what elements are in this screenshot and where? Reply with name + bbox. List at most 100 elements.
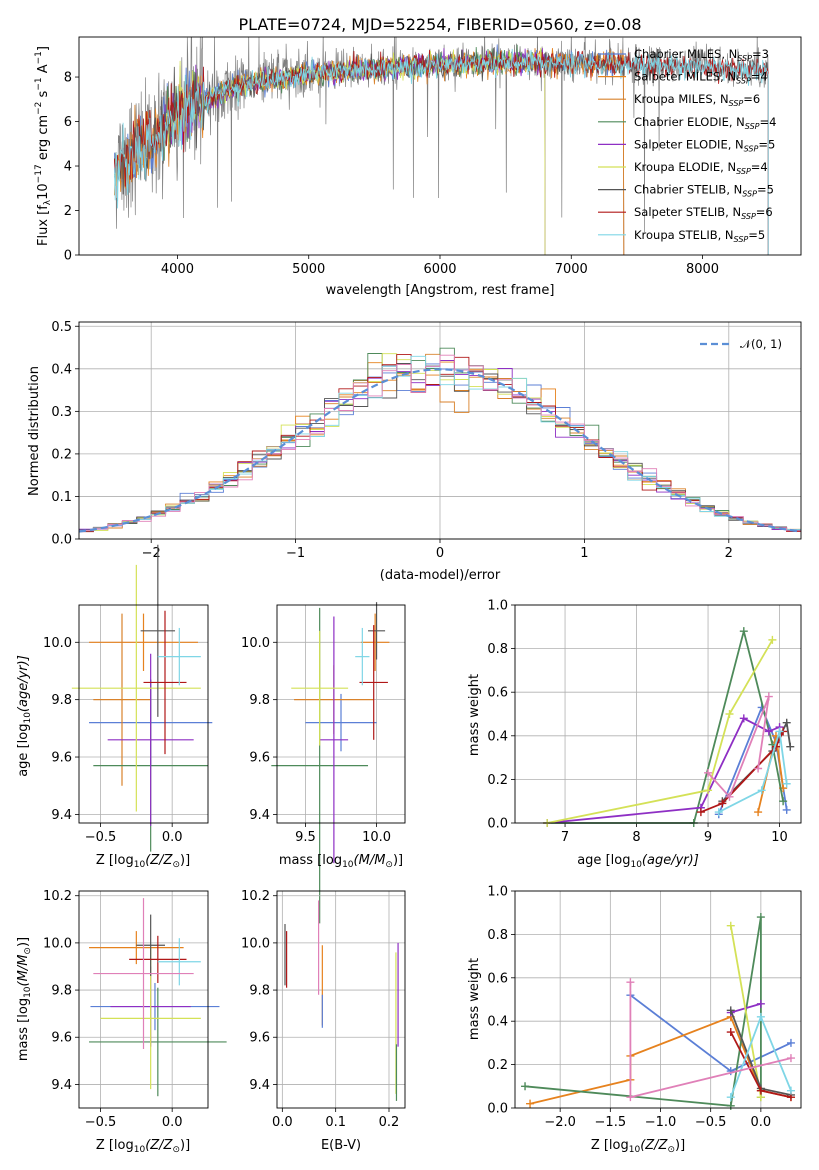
x-tick-label: 6000 [423, 262, 456, 277]
plus-marker [714, 808, 723, 817]
y-tick-label: 2 [64, 204, 72, 219]
plus-marker [704, 768, 713, 777]
plus-marker [756, 1086, 765, 1095]
axes-frame [514, 890, 802, 1109]
axes-frame [78, 604, 209, 824]
legend-entry: Salpeter MILES, NSSP=4 [634, 70, 768, 86]
errorbar-point [368, 602, 386, 660]
plus-marker [764, 727, 773, 736]
spectrum-ylabel: Flux [fλ10−17 erg cm−2 s−1 A−1] [34, 46, 53, 246]
y-tick-label: 9.8 [249, 693, 270, 708]
plus-marker [786, 1038, 795, 1047]
age-xlabel-row1: age [log10(age/yr)] [577, 853, 699, 870]
x-tick-label: −0.5 [85, 1115, 117, 1130]
plus-marker [726, 1028, 735, 1037]
y-tick-label: 0.0 [487, 1102, 508, 1117]
y-tick-label: 10.0 [241, 936, 270, 951]
y-tick-label: 9.8 [51, 984, 72, 999]
y-tick-label: 9.4 [51, 808, 72, 823]
x-tick-label: 0 [436, 546, 444, 561]
spectrum-lines [114, 37, 769, 255]
x-tick-label: 0.0 [751, 1115, 772, 1130]
x-tick-label: −0.5 [695, 1115, 727, 1130]
figure-title: PLATE=0724, MJD=52254, FIBERID=0560, z=0… [238, 15, 641, 34]
mass-vs-z-panel: −0.5 0.0 9.4 9.6 9.8 10.0 10.2 [43, 889, 227, 1130]
legend-entry: Chabrier STELIB, NSSP=5 [634, 183, 774, 199]
legend-entry: Kroupa MILES, NSSP=6 [634, 92, 760, 108]
mass-weight-series [700, 731, 784, 813]
x-tick-label: 0.2 [379, 1115, 400, 1130]
ebv-xlabel: E(B-V) [321, 1138, 361, 1153]
x-tick-label: 10.0 [362, 830, 391, 845]
y-tick-label: 9.4 [249, 808, 270, 823]
legend-entry: 𝒩(0, 1) [740, 337, 782, 351]
x-tick-label: −2.0 [544, 1115, 576, 1130]
y-tick-label: 1.0 [487, 599, 508, 614]
plus-marker [725, 710, 734, 718]
plus-marker [754, 808, 763, 817]
plus-marker [786, 1086, 795, 1095]
y-tick-label: 0.2 [487, 773, 508, 788]
histograms [79, 347, 801, 535]
massweight-ylabel-row1: mass weight [467, 674, 482, 756]
y-tick-label: 0.0 [487, 817, 508, 832]
errorbar-point [89, 987, 227, 1097]
y-tick-label: 6 [64, 115, 72, 130]
y-tick-label: 4 [64, 160, 72, 175]
mass-weight-series [729, 925, 762, 1098]
legend-entry: Chabrier ELODIE, NSSP=4 [634, 115, 776, 131]
y-tick-label: 9.6 [249, 751, 270, 766]
plus-marker [726, 1006, 735, 1015]
residual-xlabel: (data-model)/error [380, 568, 501, 583]
y-tick-label: 0.6 [487, 686, 508, 701]
plus-marker [726, 1093, 735, 1102]
x-tick-label: 5000 [292, 262, 325, 277]
x-tick-label: 0.1 [325, 1115, 346, 1130]
errorbar-point [93, 613, 151, 786]
x-tick-label: −1 [286, 546, 305, 561]
errorbar-point [355, 627, 370, 686]
plus-marker [726, 1101, 735, 1110]
x-tick-label: −2 [142, 546, 161, 561]
y-tick-label: 10.2 [43, 889, 72, 904]
plus-marker [718, 799, 727, 808]
x-tick-label: 4000 [161, 262, 194, 277]
plus-marker [696, 808, 705, 817]
spectrum-model-line [114, 48, 769, 255]
z-xlabel-row1: Z [log10(Z/Z⊙)] [96, 853, 190, 870]
mass-weight-series [707, 696, 770, 799]
errorbar-point [157, 627, 201, 686]
y-tick-label: 0.2 [487, 1058, 508, 1073]
errorbar-point [71, 564, 201, 812]
y-tick-label: 9.4 [249, 1078, 270, 1093]
plus-marker [786, 1054, 795, 1063]
errorbar-point [360, 613, 390, 671]
plus-marker [756, 999, 765, 1008]
errorbar-point [136, 914, 165, 976]
mass-weight-series [547, 717, 780, 824]
plus-marker [726, 921, 735, 930]
plus-marker [754, 764, 763, 773]
errorbar-point [143, 610, 187, 755]
plus-marker [782, 805, 791, 814]
x-tick-label: 0.0 [272, 1115, 293, 1130]
y-tick-label: 0.5 [51, 320, 72, 335]
y-tick-label: 0.4 [487, 1015, 508, 1030]
plus-marker [526, 1099, 535, 1108]
axes-frame [78, 890, 209, 1109]
x-tick-label: 8 [632, 830, 640, 845]
plus-marker [764, 692, 773, 701]
y-tick-label: 8 [64, 71, 72, 86]
axes-frame [276, 890, 406, 1109]
spectrum-legend: Chabrier MILES, NSSP=3 Salpeter MILES, NS… [598, 47, 776, 244]
residual-ylabel: Normed distribution [27, 366, 42, 496]
y-tick-label: 9.6 [51, 1031, 72, 1046]
x-tick-label: 9 [704, 830, 712, 845]
x-tick-label: 1 [580, 546, 588, 561]
x-tick-label: 0.0 [162, 1115, 183, 1130]
y-tick-label: 0.6 [487, 971, 508, 986]
y-tick-label: 10.0 [241, 636, 270, 651]
x-tick-label: 7000 [555, 262, 588, 277]
z-xlabel-row2-right: Z [log10(Z/Z⊙)] [591, 1138, 685, 1155]
